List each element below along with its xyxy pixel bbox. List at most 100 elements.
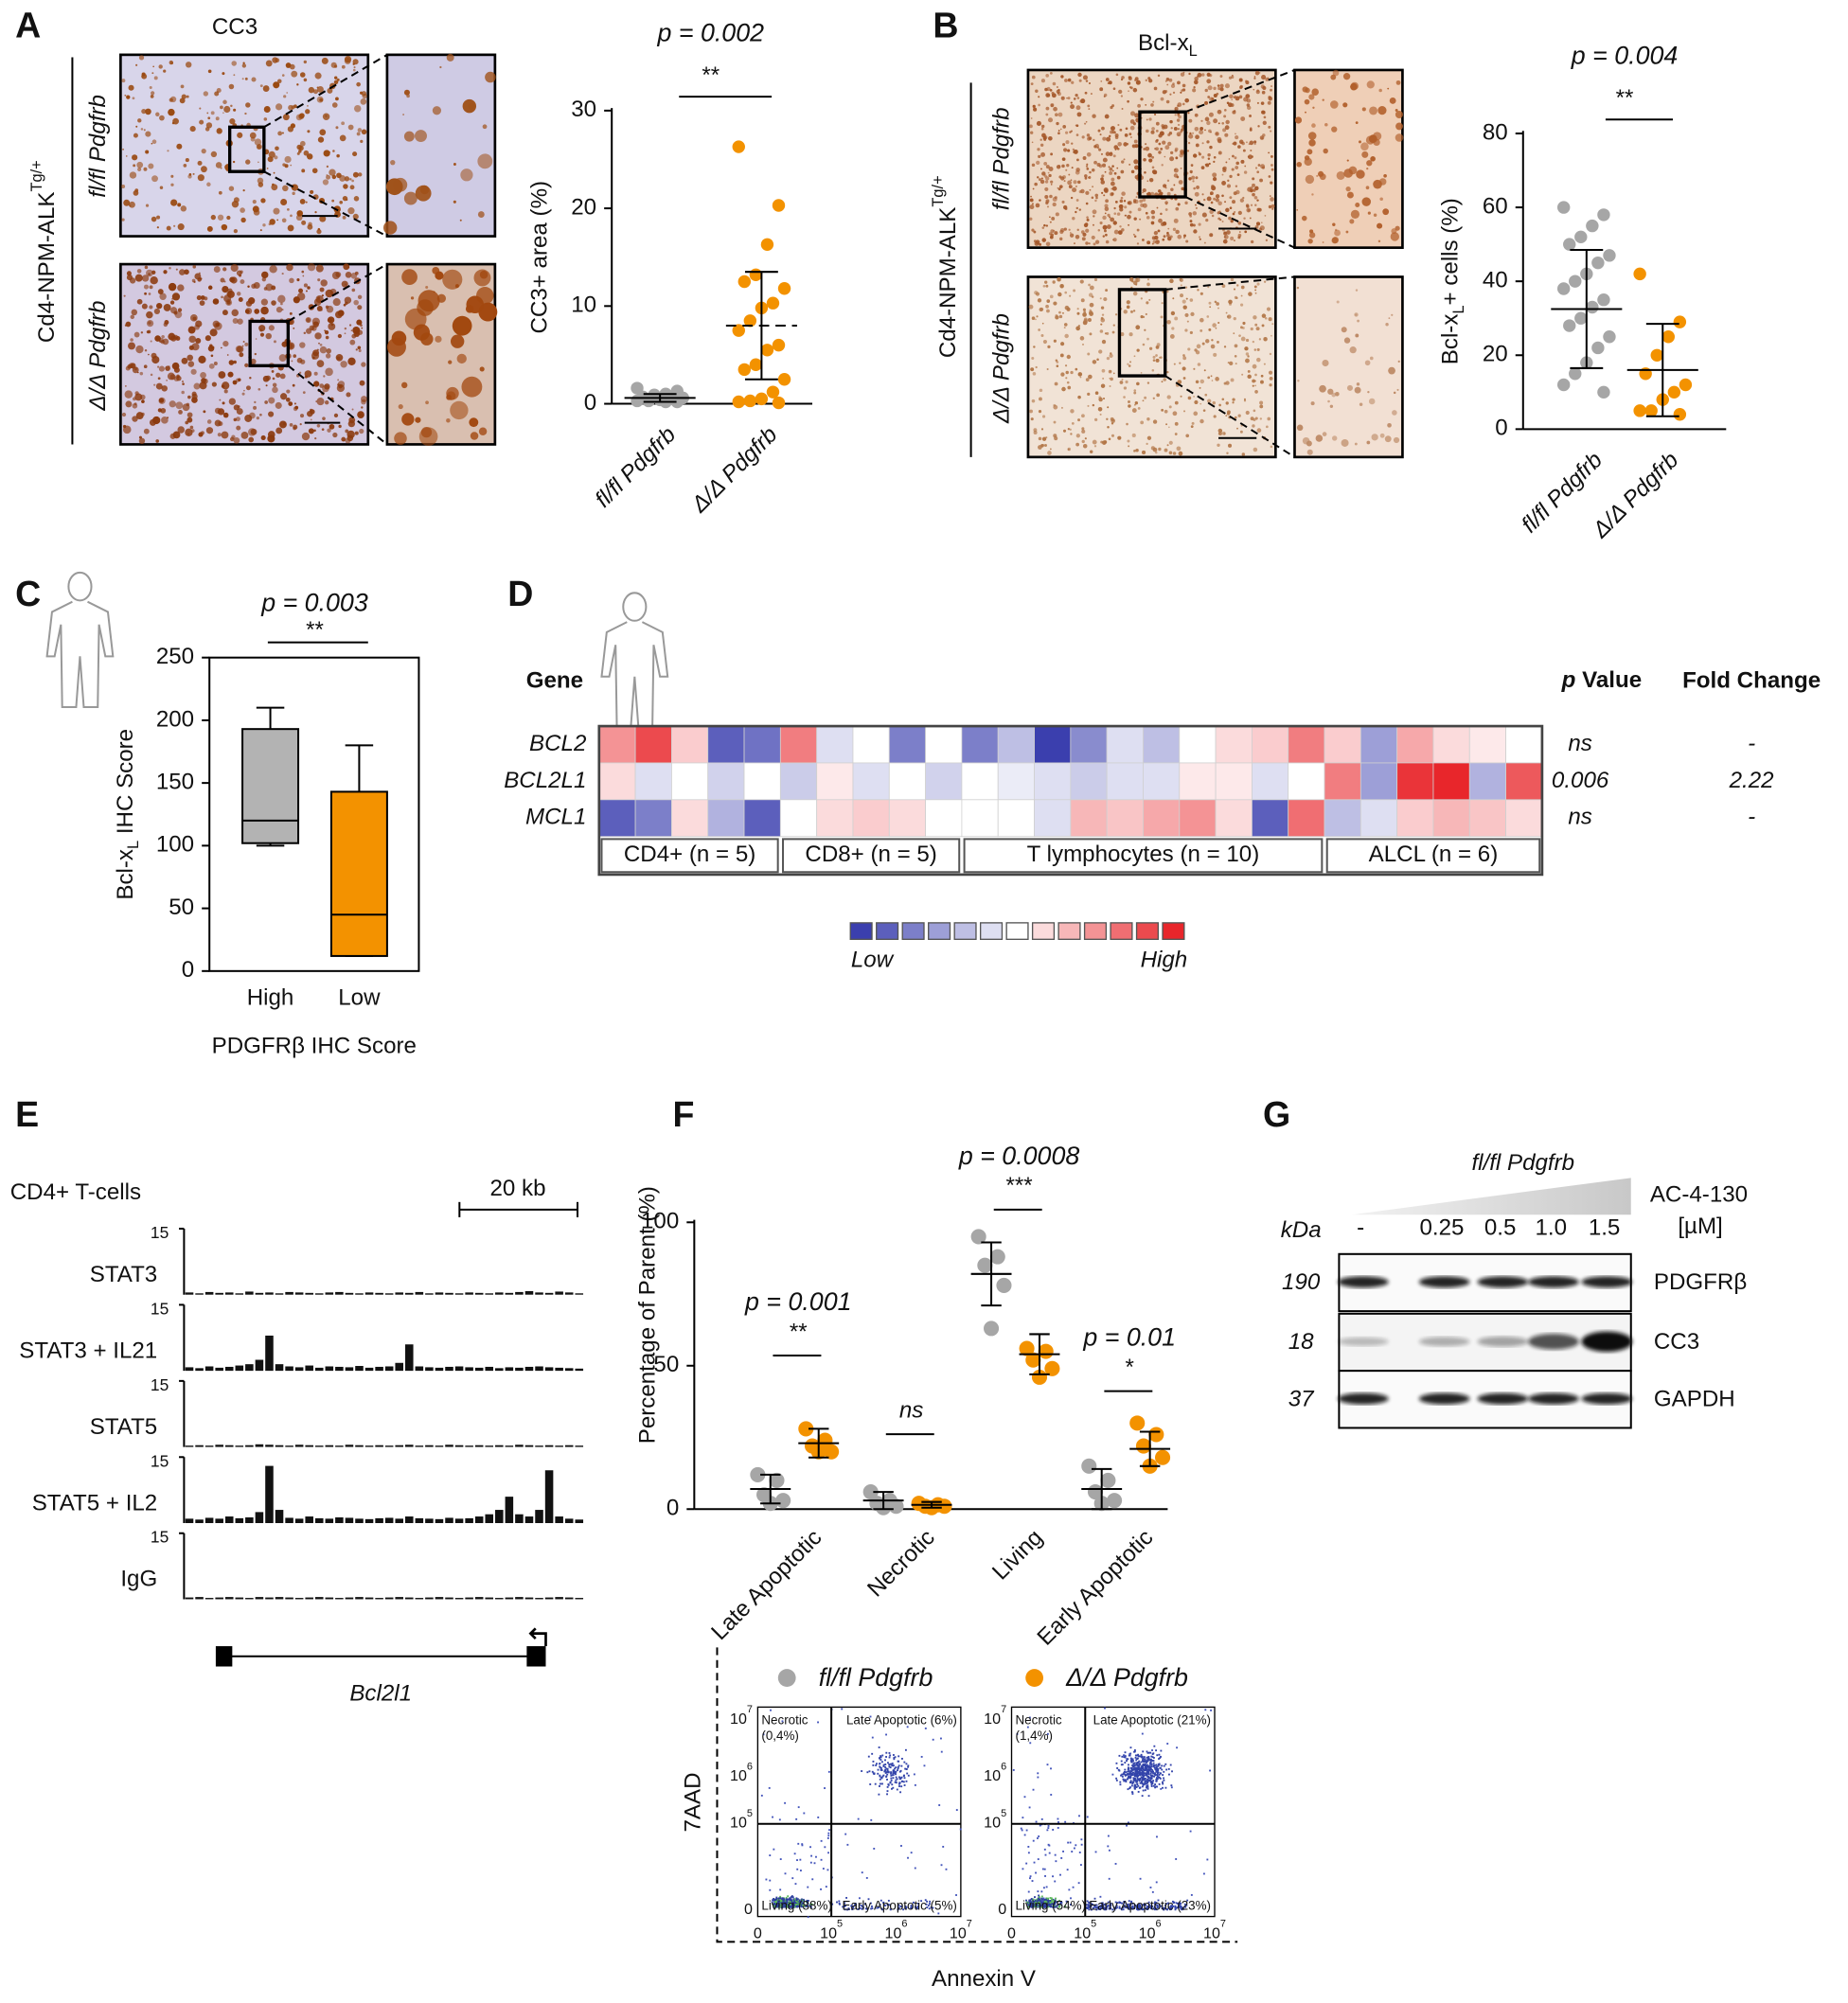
stain-dot xyxy=(148,273,151,275)
stain-dot xyxy=(1370,156,1376,162)
stain-dot xyxy=(1169,79,1173,82)
legend-label: Δ/Δ Pdgfrb xyxy=(1065,1663,1188,1692)
stain-dot xyxy=(1137,104,1141,108)
stain-dot xyxy=(1260,164,1265,168)
event xyxy=(1128,1787,1130,1789)
event xyxy=(795,1818,797,1820)
event xyxy=(893,1764,895,1766)
stain-dot xyxy=(269,219,275,225)
stain-dot xyxy=(1082,135,1085,138)
stain-dot xyxy=(1179,153,1182,157)
stain-dot xyxy=(296,278,299,281)
stain-dot xyxy=(1267,417,1270,421)
stain-dot xyxy=(151,340,152,342)
stain-dot xyxy=(1181,284,1182,286)
stain-dot xyxy=(1149,178,1153,182)
stain-dot xyxy=(1197,289,1199,291)
event xyxy=(1163,1780,1164,1781)
stain-dot xyxy=(1038,445,1042,450)
stain-dot xyxy=(1031,417,1034,420)
stain-dot xyxy=(142,275,149,281)
stain-dot xyxy=(1158,151,1161,153)
x-tick-label: fl/fl Pdgfrb xyxy=(590,422,681,513)
stain-dot xyxy=(305,109,310,114)
stain-dot xyxy=(1031,229,1034,232)
stain-dot xyxy=(290,165,292,167)
event xyxy=(1159,1783,1161,1785)
stain-dot xyxy=(442,270,462,290)
event xyxy=(838,1901,840,1903)
stain-dot xyxy=(1190,223,1194,227)
event xyxy=(1154,1783,1156,1785)
stain-dot xyxy=(1039,437,1042,441)
stain-dot xyxy=(230,276,237,283)
stain-dot xyxy=(1323,241,1324,243)
track-bar xyxy=(315,1597,324,1599)
event xyxy=(900,1845,902,1847)
stain-dot xyxy=(1168,426,1170,428)
stain-dot xyxy=(1193,229,1197,233)
stain-dot xyxy=(1079,208,1081,210)
stain-dot xyxy=(1050,72,1053,75)
stain-dot xyxy=(1064,180,1066,182)
track-bar xyxy=(236,1518,244,1523)
model-label: Cd4-NPM-ALKTg/+ xyxy=(29,160,61,343)
stain-dot xyxy=(1188,142,1190,144)
stain-dot xyxy=(254,401,256,403)
stain-dot xyxy=(304,283,308,287)
stain-dot xyxy=(170,199,177,205)
stain-dot xyxy=(435,336,441,343)
stain-dot xyxy=(1378,240,1380,242)
track-bar xyxy=(405,1293,414,1295)
stain-dot xyxy=(1297,425,1304,432)
stain-dot xyxy=(1268,96,1270,98)
stain-dot xyxy=(1067,150,1070,152)
stain-dot xyxy=(1100,180,1105,185)
event xyxy=(1138,1755,1140,1757)
stain-dot xyxy=(222,267,226,271)
stain-dot xyxy=(1093,161,1097,165)
track-bar xyxy=(256,1445,264,1447)
track-bar xyxy=(506,1497,514,1523)
event xyxy=(1171,1770,1173,1772)
stain-dot xyxy=(1162,140,1165,144)
stain-dot xyxy=(1032,316,1036,320)
stain-dot xyxy=(1100,329,1104,333)
event xyxy=(807,1887,808,1888)
stain-dot xyxy=(1212,172,1217,177)
stain-dot xyxy=(1070,371,1073,374)
stain-dot xyxy=(1308,94,1314,99)
stain-dot xyxy=(460,220,462,222)
stain-dot xyxy=(1047,368,1049,370)
stain-dot xyxy=(1209,113,1214,117)
event xyxy=(1130,1767,1132,1769)
track-bar xyxy=(525,1516,534,1523)
stain-dot xyxy=(1221,398,1224,400)
stain-dot xyxy=(1075,211,1076,213)
stain-dot xyxy=(300,423,302,425)
stain-dot xyxy=(347,207,354,214)
stain-dot xyxy=(1093,215,1094,217)
stain-dot xyxy=(1057,86,1058,88)
stain-dot xyxy=(1153,398,1155,399)
y-tick-label: 250 xyxy=(156,644,194,669)
stain-dot xyxy=(1232,401,1234,403)
stain-dot xyxy=(216,323,220,327)
stain-dot xyxy=(1221,181,1226,186)
stain-dot xyxy=(338,334,342,338)
stain-dot xyxy=(144,364,148,368)
stain-dot xyxy=(1065,169,1067,171)
stain-dot xyxy=(1086,216,1089,219)
stain-dot xyxy=(1145,143,1146,145)
p-value: p = 0.004 xyxy=(1571,42,1678,70)
stain-dot xyxy=(483,124,488,129)
stain-dot xyxy=(1081,427,1084,430)
stain-dot xyxy=(1031,357,1034,360)
y-tick-label: 15 xyxy=(151,1528,169,1547)
stain-dot xyxy=(224,389,228,393)
stain-dot xyxy=(1146,417,1149,420)
stain-dot xyxy=(282,163,285,166)
track-bar xyxy=(215,1293,223,1295)
stain-dot xyxy=(1218,151,1222,155)
stain-dot xyxy=(1334,230,1341,237)
